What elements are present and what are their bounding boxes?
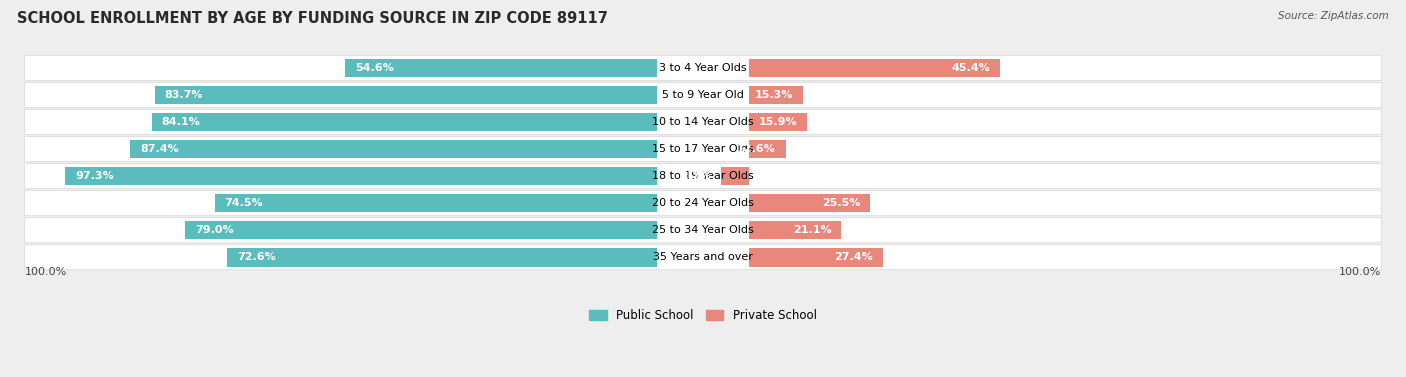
FancyBboxPatch shape [25, 110, 1381, 135]
Text: 100.0%: 100.0% [25, 267, 67, 277]
Legend: Public School, Private School: Public School, Private School [589, 309, 817, 322]
Text: 12.6%: 12.6% [737, 144, 776, 154]
Text: 5 to 9 Year Old: 5 to 9 Year Old [662, 90, 744, 100]
Text: 21.1%: 21.1% [793, 225, 831, 235]
Text: 83.7%: 83.7% [165, 90, 202, 100]
Text: 3 to 4 Year Olds: 3 to 4 Year Olds [659, 63, 747, 73]
Text: 10 to 14 Year Olds: 10 to 14 Year Olds [652, 117, 754, 127]
Text: SCHOOL ENROLLMENT BY AGE BY FUNDING SOURCE IN ZIP CODE 89117: SCHOOL ENROLLMENT BY AGE BY FUNDING SOUR… [17, 11, 607, 26]
Bar [152, 113, 657, 131]
Bar [346, 59, 657, 77]
Bar [749, 113, 807, 131]
Bar [186, 221, 657, 239]
FancyBboxPatch shape [25, 218, 1381, 243]
Text: 20 to 24 Year Olds: 20 to 24 Year Olds [652, 198, 754, 208]
Text: 54.6%: 54.6% [356, 63, 394, 73]
Text: Source: ZipAtlas.com: Source: ZipAtlas.com [1278, 11, 1389, 21]
Text: 15 to 17 Year Olds: 15 to 17 Year Olds [652, 144, 754, 154]
Text: 45.4%: 45.4% [952, 63, 991, 73]
FancyBboxPatch shape [25, 164, 1381, 188]
FancyBboxPatch shape [25, 55, 1381, 80]
Bar [228, 248, 657, 267]
Text: 87.4%: 87.4% [141, 144, 179, 154]
Bar [749, 248, 883, 267]
Bar [155, 86, 657, 104]
FancyBboxPatch shape [25, 245, 1381, 270]
Text: 2.7%: 2.7% [681, 171, 711, 181]
Bar [749, 194, 870, 212]
Bar [749, 221, 841, 239]
Bar [66, 167, 657, 185]
FancyBboxPatch shape [25, 83, 1381, 107]
Text: 27.4%: 27.4% [834, 252, 873, 262]
Text: 15.3%: 15.3% [755, 90, 793, 100]
Text: 100.0%: 100.0% [1339, 267, 1381, 277]
Text: 74.5%: 74.5% [225, 198, 263, 208]
Text: 72.6%: 72.6% [238, 252, 276, 262]
Text: 84.1%: 84.1% [162, 117, 201, 127]
Text: 15.9%: 15.9% [759, 117, 797, 127]
Bar [749, 86, 803, 104]
Bar [749, 140, 786, 158]
Bar [721, 167, 749, 185]
Text: 97.3%: 97.3% [76, 171, 114, 181]
FancyBboxPatch shape [25, 136, 1381, 161]
Text: 35 Years and over: 35 Years and over [652, 252, 754, 262]
Bar [749, 59, 1001, 77]
Text: 79.0%: 79.0% [195, 225, 233, 235]
Bar [215, 194, 657, 212]
Text: 18 to 19 Year Olds: 18 to 19 Year Olds [652, 171, 754, 181]
Text: 25 to 34 Year Olds: 25 to 34 Year Olds [652, 225, 754, 235]
FancyBboxPatch shape [25, 191, 1381, 216]
Text: 25.5%: 25.5% [823, 198, 860, 208]
Bar [131, 140, 657, 158]
